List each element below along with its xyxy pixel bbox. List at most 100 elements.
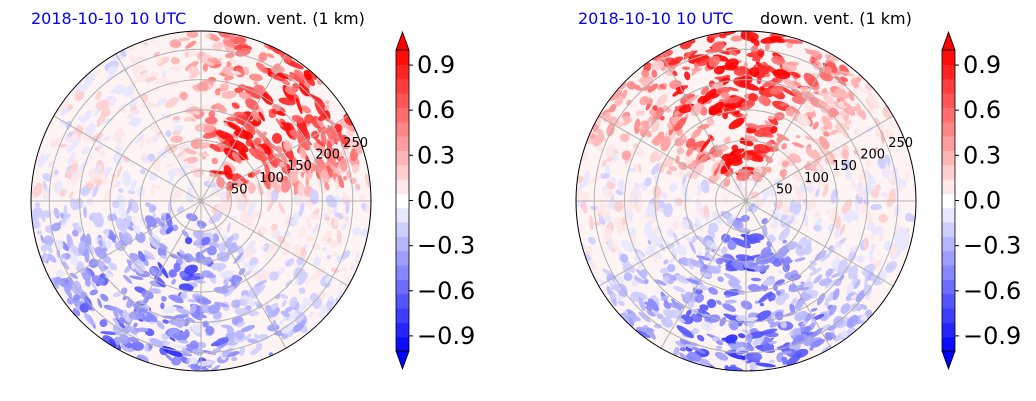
field-cell	[78, 240, 86, 255]
field-cell	[759, 86, 765, 92]
field-cell	[775, 279, 785, 285]
field-cell	[606, 157, 613, 162]
field-cell	[86, 198, 94, 206]
field-cell	[223, 164, 233, 180]
field-cell	[652, 252, 659, 265]
field-cell	[146, 222, 152, 230]
field-cell	[326, 255, 332, 260]
field-cell	[311, 243, 321, 251]
field-cell	[294, 312, 305, 324]
radial-tick-label-150: 150	[832, 159, 857, 174]
colorbar-segment	[396, 336, 409, 352]
field-cell	[161, 315, 178, 320]
colorbar-tick-label: 0.9	[963, 51, 1001, 79]
colorbar-tick-label: −0.6	[963, 277, 1021, 305]
field-cell	[55, 269, 65, 279]
field-cell	[754, 127, 775, 137]
field-cell	[221, 91, 232, 96]
field-cell	[856, 86, 868, 94]
field-cell	[796, 286, 810, 291]
field-cell	[224, 75, 234, 81]
field-cell	[805, 136, 813, 141]
field-cell	[706, 298, 717, 309]
field-cell	[192, 344, 199, 350]
colorbar-tick-label: 0.6	[963, 96, 1001, 124]
field-cell	[262, 173, 271, 190]
field-cell	[829, 129, 839, 136]
field-cell	[328, 295, 334, 302]
field-cell	[659, 83, 667, 90]
field-cell	[225, 52, 235, 59]
field-cell	[766, 240, 773, 248]
field-cell	[687, 300, 695, 309]
field-cell	[253, 137, 262, 146]
field-cell	[869, 233, 875, 241]
field-cell	[708, 222, 719, 233]
field-cell	[874, 147, 878, 153]
field-cell	[877, 157, 887, 169]
colorbar-tick-label: −0.6	[417, 277, 475, 305]
field-cell	[95, 99, 110, 111]
field-cell	[123, 86, 135, 97]
field-cell	[783, 39, 804, 44]
field-cell	[666, 170, 672, 175]
field-cell	[285, 279, 293, 287]
field-cell	[247, 240, 256, 249]
angular-gridline-300	[200, 200, 287, 349]
field-cell	[143, 42, 149, 46]
radial-tick-label-100: 100	[804, 171, 829, 186]
field-cell	[258, 52, 268, 62]
field-cell	[856, 180, 863, 194]
field-cell	[107, 233, 117, 241]
field-cell	[730, 35, 744, 42]
field-cell	[79, 83, 89, 93]
field-cell	[844, 119, 852, 126]
field-cell	[317, 115, 326, 122]
field-cell	[243, 333, 252, 341]
field-cell	[300, 171, 305, 178]
field-cell	[889, 122, 895, 128]
field-cell	[236, 321, 246, 328]
field-cell	[809, 158, 815, 165]
field-cell	[713, 65, 725, 75]
field-cell	[858, 75, 864, 81]
field-cell	[354, 252, 360, 260]
field-cell	[63, 285, 73, 298]
field-cell	[289, 129, 303, 140]
colorbar: 0.9 0.6 0.3 0.0 −0.3 −0.6 −0.9	[941, 30, 1021, 371]
field-cell	[851, 106, 858, 112]
field-cell	[660, 191, 667, 199]
field-cell	[715, 345, 723, 350]
field-cell	[181, 276, 202, 281]
field-cell	[785, 241, 798, 251]
field-cell	[706, 116, 714, 126]
field-cell	[609, 104, 617, 113]
field-cell	[711, 41, 725, 52]
field-cell	[200, 303, 211, 314]
field-cell	[700, 321, 713, 331]
field-cell	[339, 119, 349, 129]
field-cell	[43, 235, 54, 247]
field-cell	[150, 267, 157, 276]
field-cell	[183, 148, 197, 155]
field-cell	[757, 48, 765, 57]
field-cell	[69, 272, 79, 279]
field-cell	[345, 277, 353, 288]
field-cell	[687, 351, 702, 362]
field-cell	[155, 55, 163, 64]
field-cell	[226, 351, 240, 357]
field-cell	[208, 110, 216, 119]
field-cell	[129, 53, 136, 64]
radial-tick-label-200: 200	[315, 148, 340, 163]
field-cell	[215, 130, 234, 141]
field-cell	[113, 140, 122, 150]
field-cell	[136, 327, 149, 333]
field-cell	[72, 229, 79, 237]
field-cell	[145, 202, 152, 208]
field-cell	[231, 299, 241, 309]
field-cell	[779, 350, 793, 355]
field-cell	[684, 293, 699, 303]
field-cell	[227, 56, 238, 66]
field-cell	[165, 213, 173, 229]
field-cell	[359, 193, 366, 202]
